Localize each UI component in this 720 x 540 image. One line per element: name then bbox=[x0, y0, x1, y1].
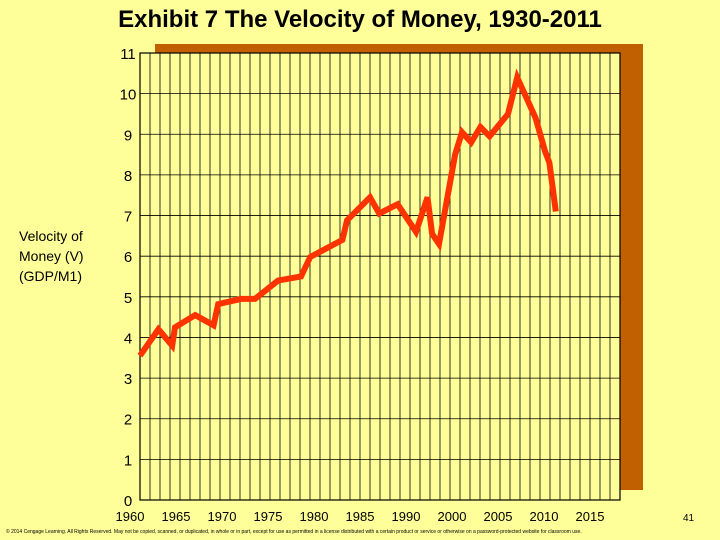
x-tick-label: 1960 bbox=[116, 509, 145, 524]
y-tick-label: 2 bbox=[124, 412, 132, 429]
x-tick-label: 1975 bbox=[254, 509, 283, 524]
y-tick-label: 11 bbox=[120, 46, 136, 63]
page-number: 41 bbox=[683, 513, 695, 524]
x-tick-label: 1970 bbox=[208, 509, 237, 524]
copyright-footer: © 2014 Cengage Learning. All Rights Rese… bbox=[6, 529, 582, 535]
y-tick-label: 8 bbox=[124, 168, 132, 185]
x-tick-label: 2005 bbox=[484, 509, 513, 524]
y-tick-label: 5 bbox=[124, 290, 132, 307]
x-tick-label: 2015 bbox=[576, 509, 605, 524]
y-tick-label: 4 bbox=[124, 330, 132, 347]
y-tick-label: 3 bbox=[124, 371, 132, 388]
y-axis-label-line-1: Velocity of bbox=[19, 228, 83, 244]
x-tick-label: 1980 bbox=[300, 509, 329, 524]
y-tick-label: 1 bbox=[124, 452, 132, 469]
x-tick-label: 1985 bbox=[346, 509, 375, 524]
y-tick-label: 0 bbox=[124, 493, 132, 510]
x-tick-label: 2000 bbox=[438, 509, 467, 524]
x-tick-label: 1990 bbox=[392, 509, 421, 524]
y-axis-label-line-3: (GDP/M1) bbox=[19, 268, 82, 284]
y-axis-label-line-2: Money (V) bbox=[19, 248, 84, 264]
chart-title: Exhibit 7 The Velocity of Money, 1930-20… bbox=[118, 6, 602, 33]
y-axis-label: Velocity of Money (V) (GDP/M1) bbox=[19, 226, 109, 286]
y-tick-label: 9 bbox=[124, 127, 132, 144]
velocity-series-line bbox=[137, 68, 559, 358]
y-tick-label: 6 bbox=[124, 249, 132, 266]
x-tick-label: 1965 bbox=[162, 509, 191, 524]
y-tick-label: 10 bbox=[120, 87, 137, 104]
x-tick-label: 2010 bbox=[530, 509, 559, 524]
y-tick-label: 7 bbox=[124, 209, 132, 226]
